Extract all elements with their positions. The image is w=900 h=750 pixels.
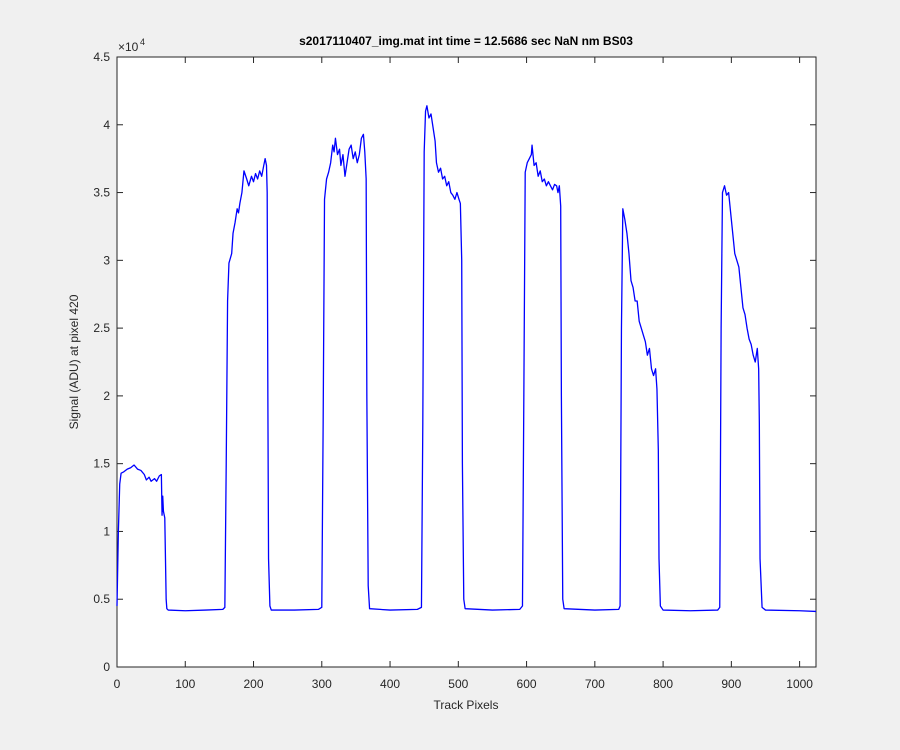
y-exponent-power: 4 (140, 37, 145, 47)
y-axis-label: Signal (ADU) at pixel 420 (67, 294, 81, 429)
x-tick-label: 200 (244, 677, 264, 691)
y-tick-label: 0 (103, 660, 110, 674)
y-exponent-base: ×10 (118, 40, 139, 54)
x-tick-label: 1000 (786, 677, 813, 691)
signal-line (116, 105, 817, 613)
x-tick-label: 400 (380, 677, 400, 691)
y-tick-label: 3 (103, 253, 110, 267)
x-tick-label: 0 (114, 677, 121, 691)
y-tick-label: 0.5 (93, 592, 110, 606)
y-tick-label: 2.5 (93, 321, 110, 335)
y-tick-label: 2 (103, 389, 110, 403)
x-tick-label: 600 (517, 677, 537, 691)
x-tick-label: 100 (175, 677, 195, 691)
x-tick-label: 900 (721, 677, 741, 691)
plot-area (117, 57, 816, 667)
x-tick-label: 300 (312, 677, 332, 691)
x-tick-label: 700 (585, 677, 605, 691)
y-tick-label: 4.5 (93, 50, 110, 64)
x-tick-label: 500 (448, 677, 468, 691)
y-tick-label: 1 (103, 524, 110, 538)
y-tick-label: 4 (103, 118, 110, 132)
x-tick-label: 800 (653, 677, 673, 691)
y-tick-label: 1.5 (93, 457, 110, 471)
axes-box (116, 56, 817, 668)
y-tick-label: 3.5 (93, 186, 110, 200)
x-axis-label: Track Pixels (434, 698, 499, 712)
chart-title: s2017110407_img.mat int time = 12.5686 s… (299, 34, 633, 48)
